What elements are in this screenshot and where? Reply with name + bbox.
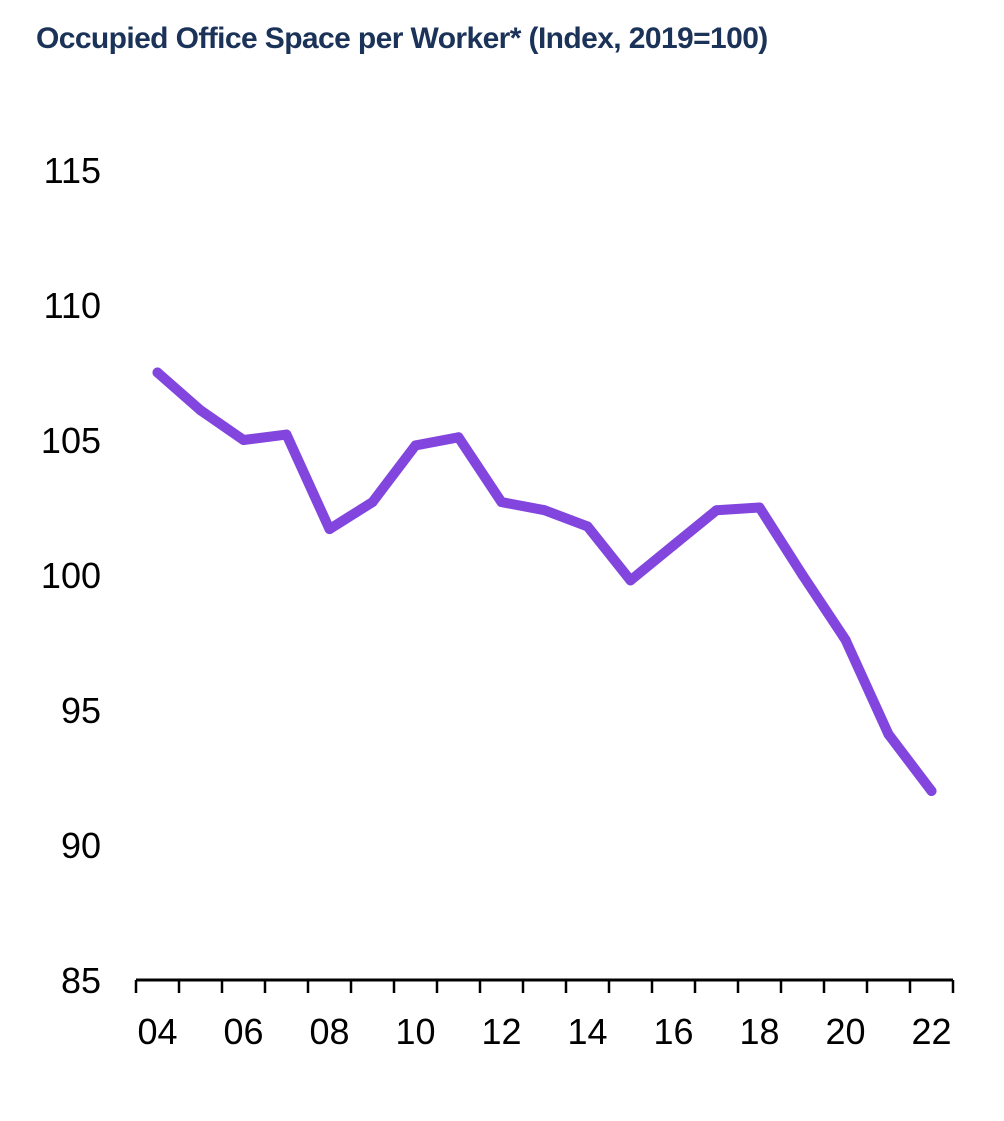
y-tick-label: 100: [41, 555, 101, 596]
data-point: [324, 524, 335, 535]
x-axis-tick-labels: 04 06 08 10 12 14 16 18 20 22: [137, 1011, 951, 1052]
y-tick-label: 115: [44, 150, 101, 191]
data-point: [582, 521, 593, 532]
x-tick-label: 16: [653, 1011, 693, 1052]
data-point: [496, 497, 507, 508]
x-tick-label: 12: [481, 1011, 521, 1052]
x-tick-label: 04: [137, 1011, 177, 1052]
series-layer: [152, 367, 937, 796]
data-point: [625, 575, 636, 586]
data-point: [840, 634, 851, 645]
series-line: [152, 367, 937, 796]
data-point: [152, 367, 163, 378]
x-tick-label: 10: [395, 1011, 435, 1052]
data-point: [195, 405, 206, 416]
y-tick-label: 110: [44, 285, 101, 326]
data-point: [281, 429, 292, 440]
data-point: [367, 497, 378, 508]
x-tick-label: 08: [309, 1011, 349, 1052]
chart-title: Occupied Office Space per Worker* (Index…: [36, 22, 768, 55]
x-tick-label: 20: [825, 1011, 865, 1052]
x-tick-label: 18: [739, 1011, 779, 1052]
x-tick-label: 06: [223, 1011, 263, 1052]
y-tick-label: 85: [61, 960, 101, 1001]
data-point: [453, 432, 464, 443]
x-axis: [134, 978, 955, 993]
x-tick-label: 14: [567, 1011, 607, 1052]
x-tick-label: 22: [911, 1011, 951, 1052]
data-point: [238, 435, 249, 445]
y-axis-tick-labels: 85 90 95 100 105 110 115: [41, 150, 101, 1001]
data-point: [797, 570, 808, 580]
data-point: [883, 729, 894, 740]
data-point: [754, 502, 765, 513]
data-point: [711, 505, 722, 516]
y-tick-label: 105: [41, 420, 101, 461]
data-point: [668, 540, 679, 551]
data-point: [410, 440, 421, 451]
y-tick-label: 95: [61, 690, 101, 731]
y-tick-label: 90: [61, 825, 101, 866]
data-point: [926, 786, 937, 796]
data-point: [539, 505, 550, 516]
